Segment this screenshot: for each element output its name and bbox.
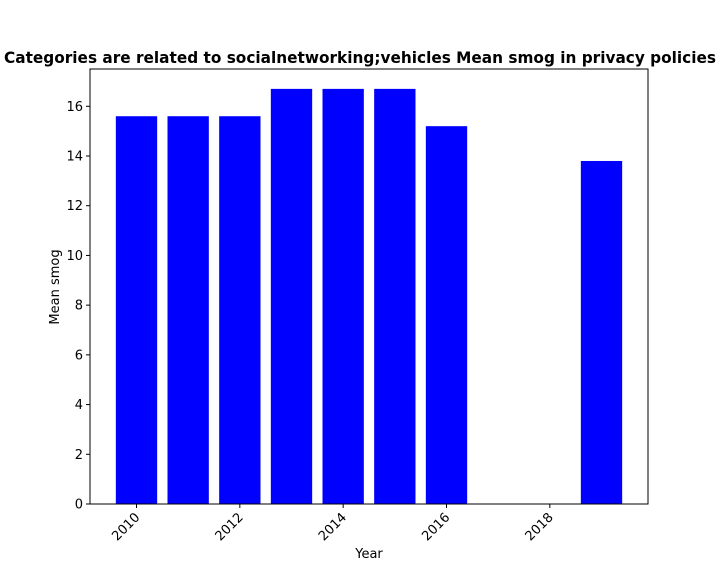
- y-tick-label-6: 6: [75, 348, 83, 363]
- y-tick-label-10: 10: [66, 249, 83, 264]
- y-axis-label: Mean smog: [48, 249, 63, 324]
- x-tick-label-2010: 2010: [109, 510, 143, 544]
- bars-group: [115, 88, 623, 505]
- plot-frame: [89, 68, 649, 505]
- y-tick-label-0: 0: [75, 498, 83, 513]
- y-tick-label-2: 2: [75, 448, 83, 463]
- x-tick-label-2012: 2012: [213, 510, 247, 544]
- y-tick-label-12: 12: [66, 199, 83, 214]
- chart-title: Categories are related to socialnetworki…: [4, 48, 716, 67]
- bar-2016: [425, 126, 468, 505]
- y-tick-label-4: 4: [75, 398, 83, 413]
- x-tick-label-2014: 2014: [316, 510, 350, 544]
- x-tick-label-2016: 2016: [419, 510, 453, 544]
- y-tick-label-16: 16: [66, 100, 83, 115]
- bar-2013: [270, 88, 313, 504]
- x-tick-label-2018: 2018: [523, 510, 557, 544]
- y-tick-label-14: 14: [66, 150, 83, 165]
- x-axis: 2010 2012 2014 2016 2018: [109, 504, 557, 544]
- bar-2014: [322, 88, 364, 504]
- bar-2011: [167, 116, 209, 504]
- y-axis: 0 2 4 6 8 10 12 14 16: [66, 100, 90, 513]
- bar-2010: [115, 116, 158, 504]
- bar-2015: [374, 88, 416, 504]
- bar-2012: [219, 116, 261, 504]
- x-axis-label: Year: [354, 547, 383, 562]
- bar-2019: [580, 160, 623, 504]
- y-tick-label-8: 8: [75, 299, 83, 314]
